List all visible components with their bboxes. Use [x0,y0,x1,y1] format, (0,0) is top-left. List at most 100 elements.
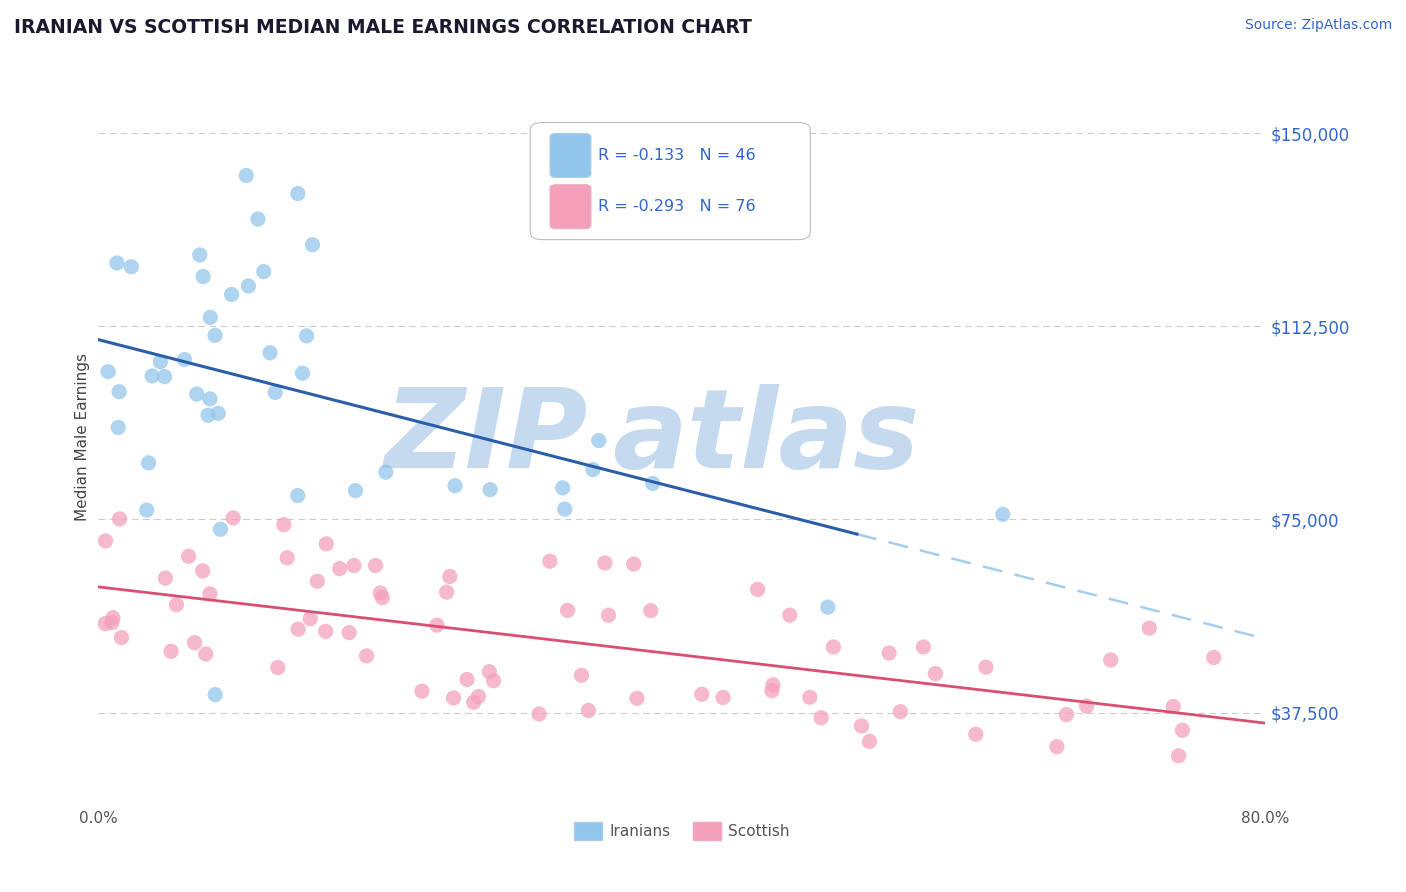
Point [337,625,360,640]
Point [141,368,163,383]
Point [456,673,478,687]
Point [889,705,911,719]
Point [747,582,769,597]
Y-axis label: Median Male Earnings: Median Male Earnings [75,353,90,521]
Point [108,384,131,399]
Point [1099,653,1122,667]
Point [1202,650,1225,665]
Text: Source: ZipAtlas.com: Source: ZipAtlas.com [1244,18,1392,32]
Point [444,479,467,493]
Point [200,310,222,325]
Point [344,483,367,498]
Point [149,355,172,369]
Point [463,695,485,709]
Point [823,640,845,654]
Point [626,691,648,706]
Point [877,646,900,660]
Point [527,706,550,721]
Point [1171,723,1194,738]
Point [479,483,502,497]
Point [974,660,997,674]
Point [1167,748,1189,763]
Point [246,212,269,227]
Point [810,711,832,725]
Point [295,329,318,343]
Point [356,648,378,663]
Point [443,690,465,705]
Point [165,598,187,612]
Point [1161,699,1184,714]
Point [259,345,281,359]
Point [858,734,880,748]
Point [762,678,785,692]
Point [264,385,287,400]
Point [588,434,610,448]
Point [690,687,713,701]
Point [135,503,157,517]
Point [160,644,183,658]
Point [411,684,433,698]
Point [253,264,276,278]
Point [287,186,309,201]
Point [101,615,124,630]
Point [912,640,935,654]
Point [761,683,783,698]
Point [557,603,579,617]
Point [640,604,662,618]
Point [578,703,600,717]
Point [329,561,352,575]
Legend: Iranians, Scottish: Iranians, Scottish [568,815,796,847]
Point [204,328,226,343]
Point [138,456,160,470]
Point [301,237,323,252]
Point [153,369,176,384]
Point [374,465,396,479]
Point [191,564,214,578]
Point [155,571,177,585]
Point [105,256,128,270]
FancyBboxPatch shape [550,134,591,178]
Point [221,287,243,301]
Point [482,673,505,688]
Point [1137,621,1160,635]
Point [1046,739,1069,754]
Point [598,608,620,623]
Point [94,616,117,631]
Text: atlas: atlas [612,384,920,491]
Point [198,392,221,406]
Point [108,512,131,526]
Point [273,517,295,532]
Text: IRANIAN VS SCOTTISH MEDIAN MALE EARNINGS CORRELATION CHART: IRANIAN VS SCOTTISH MEDIAN MALE EARNINGS… [14,18,752,37]
Point [711,690,734,705]
Point [551,481,574,495]
Point [97,365,120,379]
Point [204,688,226,702]
Point [343,558,366,573]
Point [94,533,117,548]
Point [779,608,801,623]
Point [194,647,217,661]
Point [197,409,219,423]
Point [267,660,290,674]
Point [188,248,211,262]
Point [641,476,664,491]
Point [315,537,337,551]
Point [177,549,200,564]
Point [817,600,839,615]
Point [191,269,214,284]
Point [478,665,501,679]
Point [467,690,489,704]
Point [120,260,142,274]
Point [538,554,561,568]
Point [209,522,232,536]
Point [307,574,329,589]
Point [965,727,987,741]
Point [436,585,458,599]
Point [1054,707,1077,722]
FancyBboxPatch shape [550,185,591,228]
Point [198,587,221,601]
Point [593,556,616,570]
Point [207,406,229,420]
Point [287,622,309,636]
Point [924,666,946,681]
